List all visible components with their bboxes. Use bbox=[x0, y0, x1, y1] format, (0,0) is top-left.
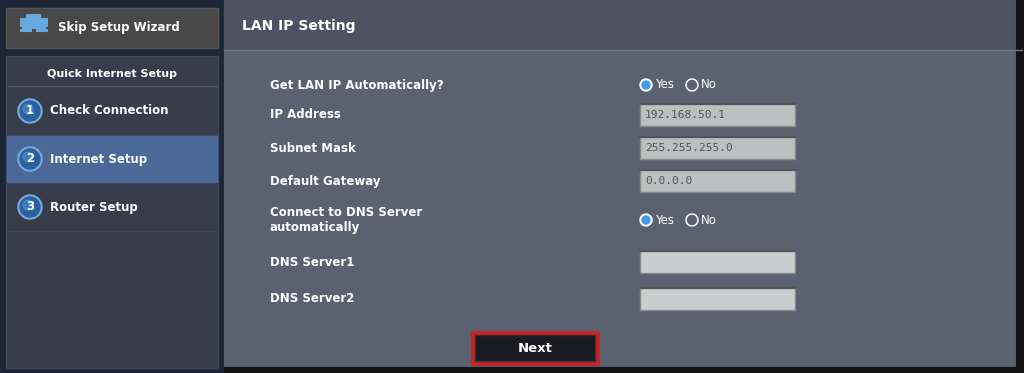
FancyBboxPatch shape bbox=[22, 26, 29, 29]
Text: Check Connection: Check Connection bbox=[50, 104, 169, 117]
Text: Router Setup: Router Setup bbox=[50, 201, 138, 213]
Text: Connect to DNS Server: Connect to DNS Server bbox=[270, 206, 422, 219]
Text: IP Address: IP Address bbox=[270, 109, 341, 122]
FancyBboxPatch shape bbox=[6, 135, 218, 183]
Circle shape bbox=[23, 200, 33, 210]
Text: 192.168.50.1: 192.168.50.1 bbox=[645, 110, 726, 120]
Text: 0.0.0.0: 0.0.0.0 bbox=[645, 176, 692, 186]
Text: Next: Next bbox=[517, 342, 552, 354]
FancyBboxPatch shape bbox=[640, 170, 795, 192]
Circle shape bbox=[686, 214, 698, 226]
Text: automatically: automatically bbox=[270, 220, 360, 233]
FancyBboxPatch shape bbox=[475, 335, 595, 361]
Text: Yes: Yes bbox=[655, 78, 674, 91]
Text: Yes: Yes bbox=[655, 213, 674, 226]
Circle shape bbox=[687, 81, 696, 90]
FancyBboxPatch shape bbox=[20, 29, 31, 31]
Circle shape bbox=[642, 81, 650, 89]
FancyBboxPatch shape bbox=[640, 137, 795, 159]
Circle shape bbox=[18, 99, 42, 123]
FancyBboxPatch shape bbox=[6, 87, 218, 135]
Text: DNS Server1: DNS Server1 bbox=[270, 256, 354, 269]
FancyBboxPatch shape bbox=[640, 104, 795, 126]
Text: LAN IP Setting: LAN IP Setting bbox=[242, 19, 355, 33]
Circle shape bbox=[20, 197, 40, 217]
Text: Quick Internet Setup: Quick Internet Setup bbox=[47, 69, 177, 79]
FancyBboxPatch shape bbox=[0, 0, 224, 373]
Circle shape bbox=[686, 79, 698, 91]
Circle shape bbox=[20, 149, 40, 169]
Text: Skip Setup Wizard: Skip Setup Wizard bbox=[58, 22, 180, 34]
Text: 3: 3 bbox=[26, 201, 34, 213]
FancyBboxPatch shape bbox=[640, 288, 795, 310]
FancyBboxPatch shape bbox=[224, 0, 1024, 373]
Circle shape bbox=[687, 216, 696, 225]
FancyBboxPatch shape bbox=[20, 18, 31, 26]
FancyBboxPatch shape bbox=[472, 332, 598, 364]
FancyBboxPatch shape bbox=[38, 26, 45, 29]
Circle shape bbox=[640, 214, 652, 226]
Text: No: No bbox=[701, 213, 717, 226]
FancyBboxPatch shape bbox=[36, 18, 47, 26]
Text: Internet Setup: Internet Setup bbox=[50, 153, 147, 166]
Circle shape bbox=[23, 152, 33, 162]
FancyBboxPatch shape bbox=[36, 29, 47, 31]
FancyBboxPatch shape bbox=[6, 8, 218, 48]
Text: Get LAN IP Automatically?: Get LAN IP Automatically? bbox=[270, 78, 443, 91]
Text: 1: 1 bbox=[26, 104, 34, 117]
FancyBboxPatch shape bbox=[6, 183, 218, 231]
FancyBboxPatch shape bbox=[29, 22, 38, 26]
Text: No: No bbox=[701, 78, 717, 91]
FancyBboxPatch shape bbox=[224, 0, 1024, 50]
FancyBboxPatch shape bbox=[224, 367, 1024, 373]
Circle shape bbox=[642, 216, 650, 224]
FancyBboxPatch shape bbox=[1016, 0, 1024, 373]
Circle shape bbox=[18, 147, 42, 171]
Text: Default Gateway: Default Gateway bbox=[270, 175, 381, 188]
Circle shape bbox=[640, 79, 652, 91]
Text: Subnet Mask: Subnet Mask bbox=[270, 141, 355, 154]
FancyBboxPatch shape bbox=[6, 56, 218, 368]
Text: 2: 2 bbox=[26, 153, 34, 166]
FancyBboxPatch shape bbox=[26, 14, 40, 22]
Circle shape bbox=[18, 195, 42, 219]
FancyBboxPatch shape bbox=[640, 251, 795, 273]
FancyBboxPatch shape bbox=[26, 26, 40, 28]
Circle shape bbox=[23, 104, 33, 114]
Text: 255.255.255.0: 255.255.255.0 bbox=[645, 143, 733, 153]
Circle shape bbox=[20, 101, 40, 121]
Text: DNS Server2: DNS Server2 bbox=[270, 292, 354, 305]
